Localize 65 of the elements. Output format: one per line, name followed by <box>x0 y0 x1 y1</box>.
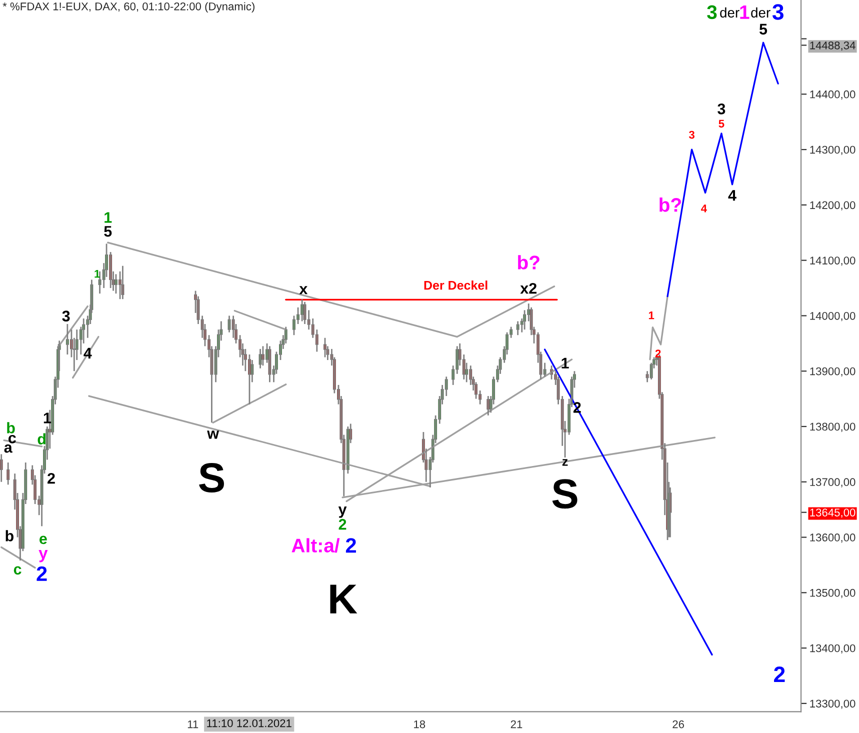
annotation: 2 <box>346 538 356 553</box>
annotation: c <box>8 434 16 444</box>
annotation: der <box>751 7 770 18</box>
annotation: S <box>199 463 224 493</box>
annotation: 4 <box>84 348 92 358</box>
annotation: 5 <box>718 120 724 128</box>
y-tick-label: 13500,00 <box>810 588 856 598</box>
annotation: 1 <box>44 412 52 424</box>
annotation: 3 <box>772 4 784 20</box>
annotation: 1 <box>104 212 112 223</box>
y-tick-label: 13700,00 <box>810 478 856 488</box>
annotation: 3 <box>688 130 694 139</box>
y-tick-label: 13645,00 <box>810 508 856 518</box>
y-tick-label: 13900,00 <box>810 367 856 377</box>
annotation: 1 <box>94 270 100 278</box>
x-tick-label: 11 <box>188 720 198 728</box>
text: 11:10 12.01.2021 <box>207 719 292 728</box>
annotation: 5 <box>759 24 768 35</box>
annotation: 1 <box>562 358 569 368</box>
y-tick-label: 13300,00 <box>810 700 856 709</box>
annotation: z <box>562 459 568 466</box>
x-tick-label: 21 <box>510 720 522 728</box>
annotation: w <box>207 430 220 439</box>
y-tick-label: 13400,00 <box>810 644 856 654</box>
annotation: der <box>720 7 740 18</box>
annotation: y <box>338 506 347 518</box>
y-tick-label: 13600,00 <box>810 534 856 543</box>
chart-title: * %FDAX 1!-EUX, DAX, 60, 01:10-22:00 (Dynamic) <box>2 2 254 13</box>
annotation: d <box>38 433 46 444</box>
y-tick-label: 13800,00 <box>810 422 856 432</box>
annotation: y <box>38 550 48 562</box>
annotation: 4 <box>728 190 736 201</box>
annotation: 2 <box>774 666 785 682</box>
annotation: 3 <box>62 310 70 322</box>
annotation: 1 <box>740 6 750 19</box>
y-tick-label: 14400,00 <box>810 90 856 100</box>
annotation: 2 <box>36 566 47 581</box>
annotation: x2 <box>520 282 537 294</box>
annotation: b <box>7 422 15 434</box>
y-tick-label: 14100,00 <box>810 256 856 266</box>
annotation: K <box>330 584 358 614</box>
annotation: Der Deckel <box>424 280 488 290</box>
annotation: 1 <box>648 312 654 320</box>
annotation: 2 <box>338 518 346 530</box>
annotation: S <box>552 479 578 509</box>
annotation: 4 <box>701 204 707 212</box>
annotation: x <box>299 286 308 294</box>
annotation: a <box>4 444 12 453</box>
annotation: b? <box>518 255 540 270</box>
annotation: 2 <box>655 350 661 358</box>
y-tick-label: 14488,34 <box>810 42 856 51</box>
annotation: 2 <box>48 472 55 484</box>
y-tick-label: 14000,00 <box>810 312 856 322</box>
y-tick-label: 14200,00 <box>810 201 856 210</box>
annotation: 3 <box>707 5 717 20</box>
y-tick-label: 14300,00 <box>810 146 856 155</box>
x-tick-label: 26 <box>672 720 684 728</box>
annotation: b <box>6 530 14 542</box>
annotation: 3 <box>718 104 726 114</box>
annotation: b? <box>660 198 681 212</box>
annotation: 5 <box>104 226 112 237</box>
annotation: c <box>14 566 22 575</box>
annotation: Alt:a/ <box>292 538 340 553</box>
annotation: e <box>40 536 47 544</box>
x-tick-label: 18 <box>414 720 426 728</box>
